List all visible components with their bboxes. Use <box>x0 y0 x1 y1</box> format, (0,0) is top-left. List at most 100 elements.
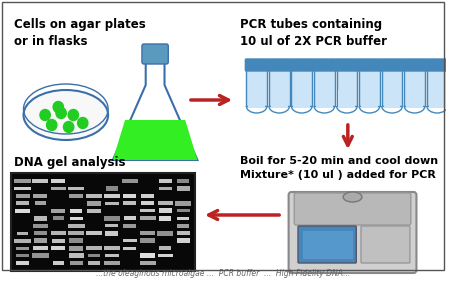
Bar <box>86 246 102 250</box>
Text: PCR tubes containing
10 ul of 2X PCR buffer: PCR tubes containing 10 ul of 2X PCR buf… <box>240 18 387 48</box>
Polygon shape <box>113 120 197 160</box>
FancyBboxPatch shape <box>448 59 471 71</box>
Bar <box>104 247 120 250</box>
Bar <box>87 209 101 213</box>
Bar <box>15 209 30 213</box>
Bar <box>158 254 173 257</box>
Bar <box>86 231 102 235</box>
Bar <box>248 90 265 108</box>
Bar <box>53 216 64 220</box>
Bar <box>104 202 119 205</box>
Bar <box>338 90 356 108</box>
Bar <box>33 193 47 198</box>
Bar <box>51 209 65 213</box>
Bar <box>177 231 190 235</box>
Bar <box>123 239 137 242</box>
Text: DNA gel analysis: DNA gel analysis <box>14 156 126 169</box>
Bar <box>33 224 48 228</box>
Bar <box>70 209 82 213</box>
Bar <box>159 179 172 183</box>
Bar <box>51 179 65 183</box>
Bar <box>177 179 189 183</box>
Bar <box>88 254 100 257</box>
Circle shape <box>56 108 66 118</box>
Bar <box>159 216 172 221</box>
Bar <box>69 246 83 250</box>
Bar <box>70 216 83 220</box>
Polygon shape <box>113 60 197 160</box>
Bar <box>88 261 100 265</box>
FancyBboxPatch shape <box>336 59 358 71</box>
FancyBboxPatch shape <box>268 59 291 71</box>
Bar <box>34 239 46 243</box>
Bar <box>33 247 48 250</box>
Bar <box>140 216 155 220</box>
FancyBboxPatch shape <box>142 44 168 64</box>
Bar <box>140 209 155 212</box>
Bar <box>141 201 154 205</box>
Circle shape <box>40 110 50 120</box>
Bar <box>122 179 138 183</box>
Circle shape <box>53 101 64 112</box>
Bar <box>140 231 155 235</box>
Bar <box>14 179 31 183</box>
Bar <box>16 194 29 198</box>
Bar <box>451 90 468 108</box>
Bar <box>123 201 136 205</box>
Circle shape <box>46 120 57 131</box>
FancyBboxPatch shape <box>381 59 403 71</box>
Bar <box>69 238 83 243</box>
Bar <box>177 186 190 191</box>
Bar <box>68 224 84 228</box>
Bar <box>177 224 190 228</box>
Circle shape <box>78 118 88 128</box>
Bar <box>382 69 402 106</box>
Bar <box>246 69 267 106</box>
Bar <box>158 201 173 205</box>
Bar <box>359 69 380 106</box>
Bar <box>34 216 47 221</box>
Bar <box>105 224 118 227</box>
Bar <box>104 194 120 198</box>
FancyBboxPatch shape <box>403 59 426 71</box>
FancyBboxPatch shape <box>11 173 195 271</box>
Bar <box>177 217 189 220</box>
Bar <box>32 254 49 258</box>
Bar <box>34 231 47 235</box>
Bar <box>140 238 155 243</box>
Bar <box>16 247 29 250</box>
Bar <box>449 69 470 106</box>
Bar <box>52 239 65 243</box>
Bar <box>86 194 102 197</box>
Bar <box>17 232 28 235</box>
Bar <box>35 201 46 205</box>
Bar <box>139 261 155 265</box>
Bar <box>51 246 65 250</box>
Circle shape <box>64 122 74 133</box>
Bar <box>17 254 29 257</box>
FancyBboxPatch shape <box>426 59 448 71</box>
Bar <box>406 90 423 108</box>
FancyBboxPatch shape <box>298 226 356 263</box>
Bar <box>361 90 378 108</box>
Bar <box>51 231 66 235</box>
Bar <box>337 69 357 106</box>
Bar <box>159 187 173 190</box>
Bar <box>87 201 101 206</box>
Bar <box>16 201 29 205</box>
FancyBboxPatch shape <box>313 59 336 71</box>
Bar <box>68 187 84 190</box>
Bar <box>269 69 290 106</box>
FancyBboxPatch shape <box>358 59 381 71</box>
Bar <box>70 261 83 265</box>
Bar <box>123 247 136 250</box>
Bar <box>106 186 118 191</box>
Ellipse shape <box>24 90 108 140</box>
Bar <box>51 187 65 190</box>
Bar <box>32 179 48 183</box>
Bar <box>17 261 28 265</box>
Bar <box>69 253 84 258</box>
Bar <box>383 90 401 108</box>
Text: Cells on agar plates
or in flasks: Cells on agar plates or in flasks <box>14 18 146 48</box>
Bar <box>104 254 119 257</box>
